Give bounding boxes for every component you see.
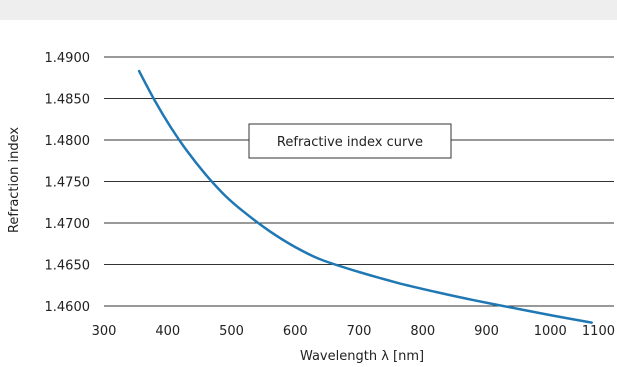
x-tick-label: 1100 xyxy=(582,324,615,339)
grid-layer xyxy=(104,56,614,307)
x-tick-labels: 300 400 500 600 700 800 900 1000 1100 xyxy=(92,324,615,339)
y-tick-label: 1.4850 xyxy=(45,93,91,108)
x-tick-label: 1000 xyxy=(534,324,567,339)
y-tick-label: 1.4700 xyxy=(45,217,91,232)
y-tick-label: 1.4650 xyxy=(45,259,91,274)
annotation: Refractive index curve xyxy=(248,123,452,159)
x-tick-label: 600 xyxy=(283,324,308,339)
x-tick-label: 700 xyxy=(347,324,372,339)
x-tick-label: 400 xyxy=(155,324,180,339)
series-layer xyxy=(137,69,593,324)
y-tick-label: 1.4800 xyxy=(45,134,91,149)
y-tick-label: 1.4900 xyxy=(45,51,91,66)
y-tick-label: 1.4600 xyxy=(45,300,91,315)
x-axis-title: Wavelength λ [nm] xyxy=(300,349,424,364)
y-tick-label: 1.4750 xyxy=(45,176,91,191)
annotation-label: Refractive index curve xyxy=(277,135,423,150)
series-line xyxy=(137,69,593,324)
top-band xyxy=(0,0,617,20)
annotation-box xyxy=(248,123,452,159)
x-tick-label: 900 xyxy=(474,324,499,339)
x-tick-label: 500 xyxy=(219,324,244,339)
y-axis-title: Refraction index xyxy=(7,127,22,233)
x-tick-label: 300 xyxy=(92,324,117,339)
y-tick-labels: 1.4600 1.4650 1.4700 1.4750 1.4800 1.4850 1.49… xyxy=(45,51,91,315)
x-tick-label: 800 xyxy=(410,324,435,339)
